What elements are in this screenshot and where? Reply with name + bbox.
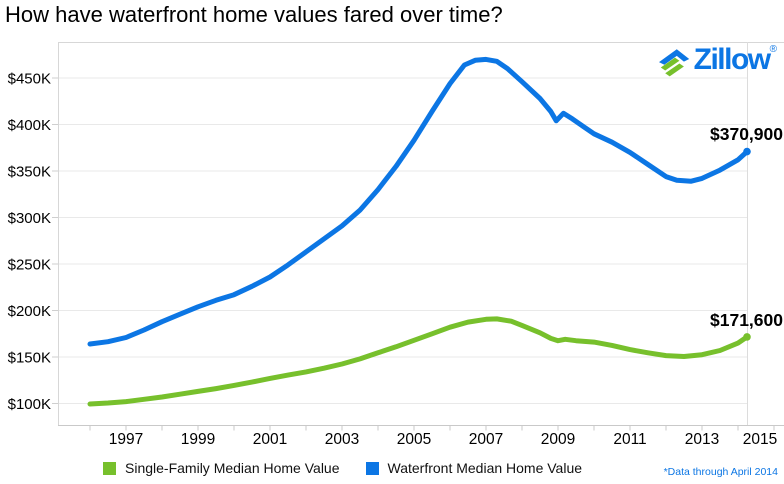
x-tick-label: 2015	[743, 431, 777, 448]
data-footnote: *Data through April 2014	[663, 466, 778, 478]
registered-mark: ®	[769, 44, 777, 55]
single-family-line	[87, 316, 750, 407]
zillow-wordmark: Zillow	[693, 43, 772, 76]
x-axis: 1997 1999 2001 2003 2005 2007 2009 2011 2013 2015	[89, 426, 777, 448]
legend-item-waterfront: Waterfront Median Home Value	[365, 460, 583, 476]
y-tick-label: $350K	[8, 164, 51, 181]
x-tick-label: 2013	[685, 431, 719, 448]
waterfront-swatch	[365, 461, 379, 475]
zillow-house-icon	[658, 49, 689, 77]
waterfront-line	[87, 56, 750, 347]
legend: Single-Family Median Home Value Waterfro…	[103, 460, 582, 476]
y-tick-label: $450K	[8, 71, 51, 88]
y-tick-label: $100K	[8, 396, 51, 413]
x-tick-label: 2007	[469, 431, 503, 448]
legend-label-single-family: Single-Family Median Home Value	[125, 460, 340, 476]
x-tick-label: 2003	[325, 431, 359, 448]
x-tick-label: 2005	[397, 431, 431, 448]
page-title: How have waterfront home values fared ov…	[5, 2, 503, 27]
waterfront-end-value-label: $370,900	[710, 124, 783, 144]
single-family-swatch	[103, 461, 116, 475]
y-tick-label: $200K	[8, 303, 51, 320]
x-tick-label: 1997	[109, 431, 143, 448]
y-tick-label: $250K	[8, 257, 51, 274]
single-family-end-value-label: $171,600	[710, 310, 783, 330]
x-tick-label: 2011	[613, 431, 646, 448]
series-end-dot	[743, 147, 751, 156]
legend-label-waterfront: Waterfront Median Home Value	[387, 460, 583, 476]
x-tick-label: 1999	[181, 431, 215, 448]
x-tick-label: 2001	[253, 431, 287, 448]
legend-item-single-family: Single-Family Median Home Value	[103, 460, 340, 476]
x-tick-label: 2009	[541, 431, 575, 448]
y-tick-label: $150K	[8, 350, 51, 367]
zillow-logo[interactable]: Zillow ®	[658, 43, 777, 78]
y-tick-label: $400K	[8, 117, 51, 134]
gridlines	[52, 77, 747, 404]
y-tick-label: $300K	[8, 210, 51, 227]
y-axis-labels: $100K $150K $200K $250K $300K $350K $400K $450K	[8, 71, 51, 414]
series-end-dot	[743, 333, 751, 341]
